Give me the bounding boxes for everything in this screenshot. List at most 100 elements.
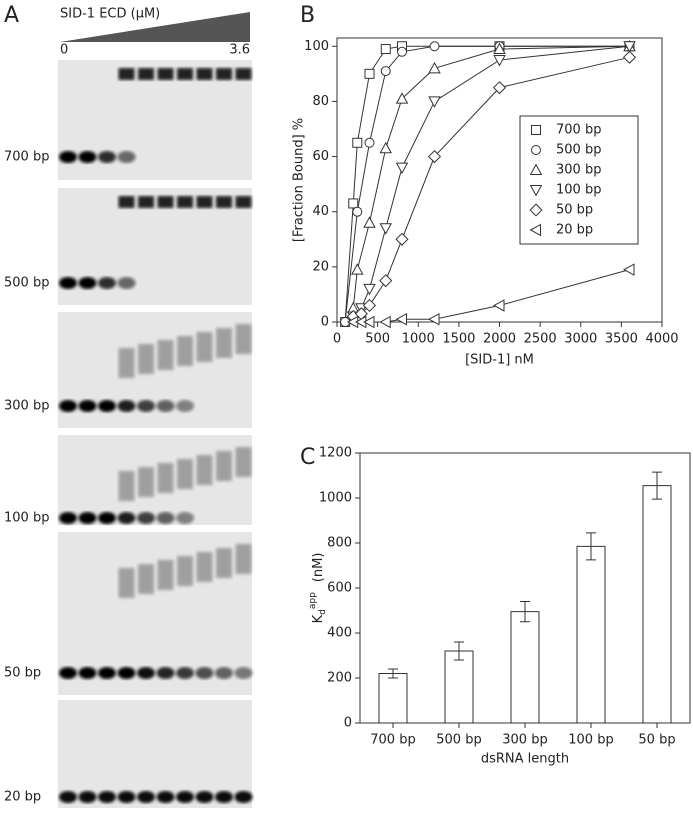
gel-smear: [177, 68, 193, 80]
gel-band: [137, 667, 155, 679]
y-tick-label: 600: [327, 581, 352, 596]
gel-band: [117, 277, 136, 289]
marker: [363, 283, 376, 296]
y-axis-label-part: d: [318, 609, 328, 615]
marker: [623, 41, 636, 53]
x-tick-label: 50 bp: [638, 733, 675, 748]
gel-smear: [157, 340, 174, 370]
gel-band: [98, 277, 116, 289]
gel-smear: [138, 68, 154, 80]
gel-band: [59, 151, 77, 163]
x-tick-label: 1500: [442, 332, 475, 347]
marker: [363, 216, 376, 228]
gel-smear: [235, 447, 252, 477]
gel-smear: [235, 544, 252, 574]
lane-label: 50 bp: [4, 666, 41, 681]
gel-band: [78, 151, 97, 163]
x-axis-label: [SID-1] nM: [465, 353, 534, 368]
gel-band: [98, 512, 116, 524]
gel-band: [98, 667, 116, 679]
gel-smear: [118, 348, 135, 378]
gel-band: [98, 400, 116, 412]
marker: [492, 81, 507, 95]
legend-label: 50 bp: [556, 203, 593, 218]
gel-band: [78, 277, 97, 289]
marker: [395, 232, 409, 246]
y-tick-label: 0: [344, 716, 352, 731]
marker: [397, 46, 407, 57]
gel-band: [78, 791, 97, 803]
marker: [428, 61, 441, 74]
marker: [363, 315, 375, 329]
gel-band: [215, 791, 233, 803]
gel-smear: [196, 552, 213, 582]
y-tick-label: 60: [312, 149, 329, 164]
y-tick-label: 20: [312, 259, 329, 274]
x-tick-label: 700 bp: [370, 733, 415, 748]
gel-band: [234, 791, 253, 803]
gel: 700 bp 500 bp 300 bp 100 bp 50 bp 20 bp: [4, 60, 253, 808]
gel-smear: [138, 467, 154, 497]
legend-label: 300 bp: [556, 163, 601, 178]
marker: [348, 198, 359, 209]
y-axis-label-part: app: [308, 592, 318, 609]
gel-band: [156, 667, 175, 679]
gel-smear: [196, 332, 213, 362]
gel-band: [156, 791, 175, 803]
gel-band: [176, 400, 194, 412]
gel-smear: [118, 196, 135, 208]
y-tick-label: 400: [327, 626, 352, 641]
marker: [395, 92, 409, 104]
marker: [428, 313, 440, 326]
gel-band: [59, 791, 77, 803]
gel-smear: [177, 459, 193, 489]
x-axis-label: dsRNA length: [481, 752, 569, 767]
gel-band: [59, 512, 77, 524]
gel-smear: [216, 328, 232, 358]
gel-band: [78, 512, 97, 524]
gel-band: [98, 151, 116, 163]
lane-label: 500 bp: [4, 276, 49, 291]
gel-band: [117, 791, 136, 803]
gel-band: [195, 791, 214, 803]
gel-band: [176, 791, 194, 803]
y-axis-label: [Fraction Bound] %: [292, 118, 307, 242]
y-axis-label-part: K: [311, 614, 326, 623]
gel-band: [78, 667, 97, 679]
legend-marker: [529, 203, 543, 217]
y-tick-label: 100: [304, 39, 329, 54]
gel-smear: [216, 196, 232, 208]
legend-marker: [531, 145, 541, 155]
marker: [364, 137, 375, 148]
gel-smear: [196, 68, 213, 80]
marker: [380, 44, 391, 55]
fit-line: [352, 45, 630, 309]
marker: [380, 66, 391, 77]
legend-label: 700 bp: [556, 123, 601, 138]
lane-label: 20 bp: [4, 790, 41, 805]
x-tick-label: 2000: [483, 332, 516, 347]
y-tick-label: 80: [312, 94, 329, 109]
marker: [493, 299, 505, 312]
gel-band: [156, 512, 175, 524]
lane-label: 100 bp: [4, 511, 49, 526]
gel-smear: [216, 451, 232, 481]
gel-smear: [196, 196, 213, 208]
gel-smear: [138, 344, 154, 374]
gel-smear: [118, 568, 135, 598]
marker: [623, 263, 635, 276]
gel-band: [234, 667, 253, 679]
gel-band: [117, 667, 136, 679]
x-tick-label: 500: [365, 332, 390, 347]
gel-smear: [235, 196, 252, 208]
marker: [362, 298, 377, 313]
x-tick-label: 500 bp: [436, 733, 481, 748]
bar: [510, 611, 540, 724]
gel-band: [195, 667, 214, 679]
gel-start: 0: [60, 43, 68, 58]
y-tick-label: 0: [321, 315, 329, 330]
gel-band: [117, 400, 136, 412]
plots: 0 500 1000 1500 2000 2500 3000 3500 400002040608…: [292, 37, 691, 767]
gel-smear: [235, 324, 252, 354]
